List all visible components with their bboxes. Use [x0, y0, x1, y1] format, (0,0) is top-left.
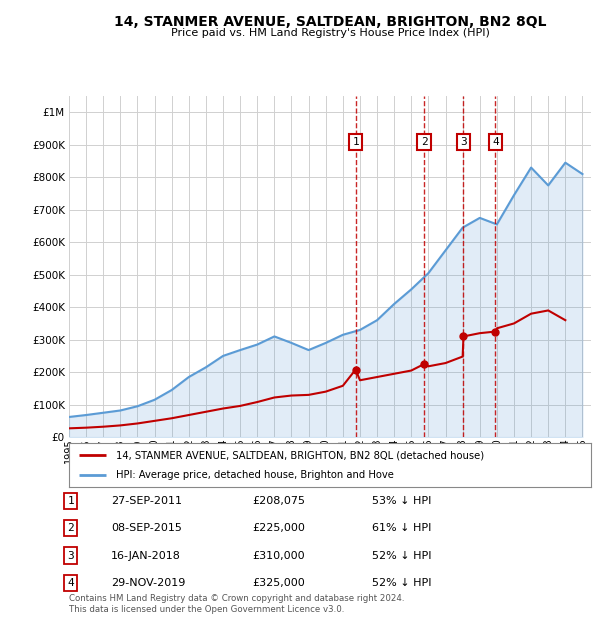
Text: HPI: Average price, detached house, Brighton and Hove: HPI: Average price, detached house, Brig…: [116, 470, 394, 480]
Text: 27-SEP-2011: 27-SEP-2011: [111, 496, 182, 506]
Point: [458, 332, 468, 342]
Text: £310,000: £310,000: [252, 551, 305, 560]
Text: 2: 2: [67, 523, 74, 533]
Point: [419, 359, 429, 369]
Text: 53% ↓ HPI: 53% ↓ HPI: [372, 496, 431, 506]
Text: Contains HM Land Registry data © Crown copyright and database right 2024.
This d: Contains HM Land Registry data © Crown c…: [69, 595, 404, 614]
Text: £325,000: £325,000: [252, 578, 305, 588]
Text: Price paid vs. HM Land Registry's House Price Index (HPI): Price paid vs. HM Land Registry's House …: [170, 28, 490, 38]
Text: 52% ↓ HPI: 52% ↓ HPI: [372, 551, 431, 560]
Text: 14, STANMER AVENUE, SALTDEAN, BRIGHTON, BN2 8QL (detached house): 14, STANMER AVENUE, SALTDEAN, BRIGHTON, …: [116, 450, 484, 460]
Text: 2: 2: [421, 137, 428, 147]
Text: 4: 4: [492, 137, 499, 147]
Text: £225,000: £225,000: [252, 523, 305, 533]
Text: 14, STANMER AVENUE, SALTDEAN, BRIGHTON, BN2 8QL: 14, STANMER AVENUE, SALTDEAN, BRIGHTON, …: [114, 16, 546, 30]
Text: 52% ↓ HPI: 52% ↓ HPI: [372, 578, 431, 588]
Text: 3: 3: [460, 137, 467, 147]
Text: 16-JAN-2018: 16-JAN-2018: [111, 551, 181, 560]
Point: [491, 327, 500, 337]
Text: 61% ↓ HPI: 61% ↓ HPI: [372, 523, 431, 533]
Text: 3: 3: [67, 551, 74, 560]
Text: 1: 1: [67, 496, 74, 506]
Text: 08-SEP-2015: 08-SEP-2015: [111, 523, 182, 533]
Point: [351, 365, 361, 374]
Text: 1: 1: [352, 137, 359, 147]
Text: 29-NOV-2019: 29-NOV-2019: [111, 578, 185, 588]
Text: £208,075: £208,075: [252, 496, 305, 506]
Text: 4: 4: [67, 578, 74, 588]
